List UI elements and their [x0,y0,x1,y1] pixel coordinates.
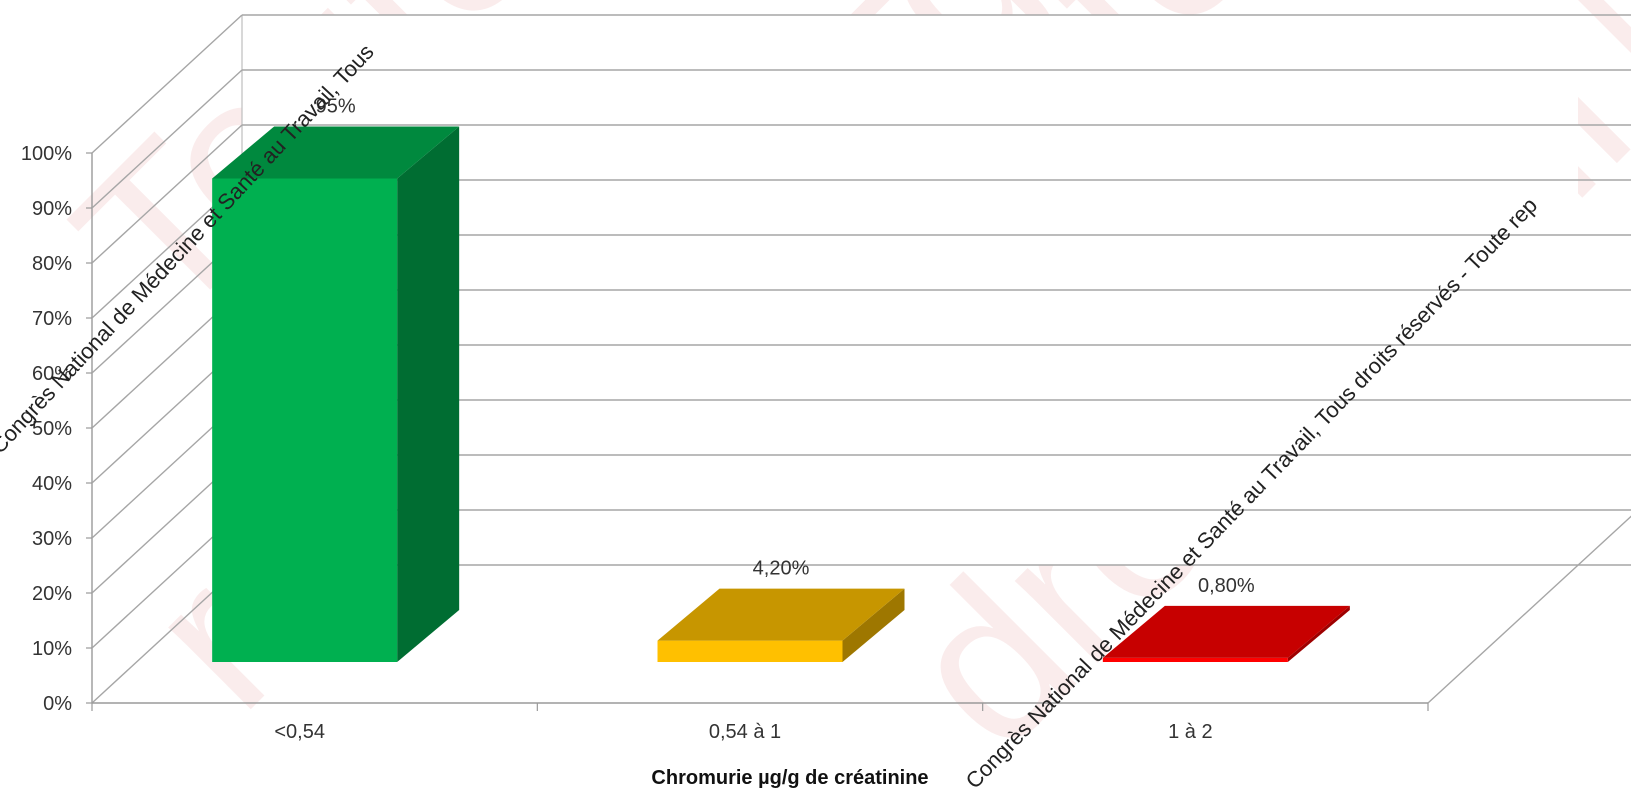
y-tick-label: 60% [32,363,72,385]
x-axis-category-labels: <0,54 0,54 à 1 1 à 2 [274,721,1212,743]
y-tick-label: 0% [43,693,72,715]
side-gridline [91,124,243,264]
bar-2 [657,588,905,662]
y-tick-label: 90% [32,198,72,220]
y-tick-label: 10% [32,638,72,660]
bar-side-face [397,126,460,662]
side-gridline [91,14,243,154]
data-label: 0,80% [1198,575,1255,597]
bar-front-face [657,640,843,662]
bar-side-face [1287,605,1350,662]
x-axis [91,702,1429,711]
x-category-label: 0,54 à 1 [709,721,781,743]
y-tick-label: 50% [32,418,72,440]
y-tick-label: 30% [32,528,72,550]
floor-right-edge [1427,515,1631,704]
bar-1 [212,126,460,662]
y-tick-label: 100% [21,143,72,165]
bar-side-face [842,588,905,662]
y-axis-tick-labels: 0% 10% 20% 30% 40% 50% 60% 70% 80% 90% 100% [21,143,92,715]
side-gridline [91,69,243,209]
bars [212,126,1350,662]
data-label: 95% [316,95,356,117]
y-tick-label: 40% [32,473,72,495]
y-tick-label: 70% [32,308,72,330]
bar-3 [1102,605,1350,662]
gridlines [91,14,1631,704]
bar-top-face [1102,605,1350,658]
bar-front-face [212,178,398,662]
x-axis-title: Chromurie µg/g de créatinine [651,767,928,789]
data-label: 4,20% [753,558,810,580]
y-tick-label: 80% [32,253,72,275]
x-category-label: 1 à 2 [1168,721,1212,743]
bar-top-face [657,588,905,641]
bar-top-face [212,126,460,179]
y-tick-label: 20% [32,583,72,605]
bar-front-face [1102,657,1288,662]
x-category-label: <0,54 [274,721,325,743]
data-labels: 95% 4,20% 0,80% [316,95,1255,596]
